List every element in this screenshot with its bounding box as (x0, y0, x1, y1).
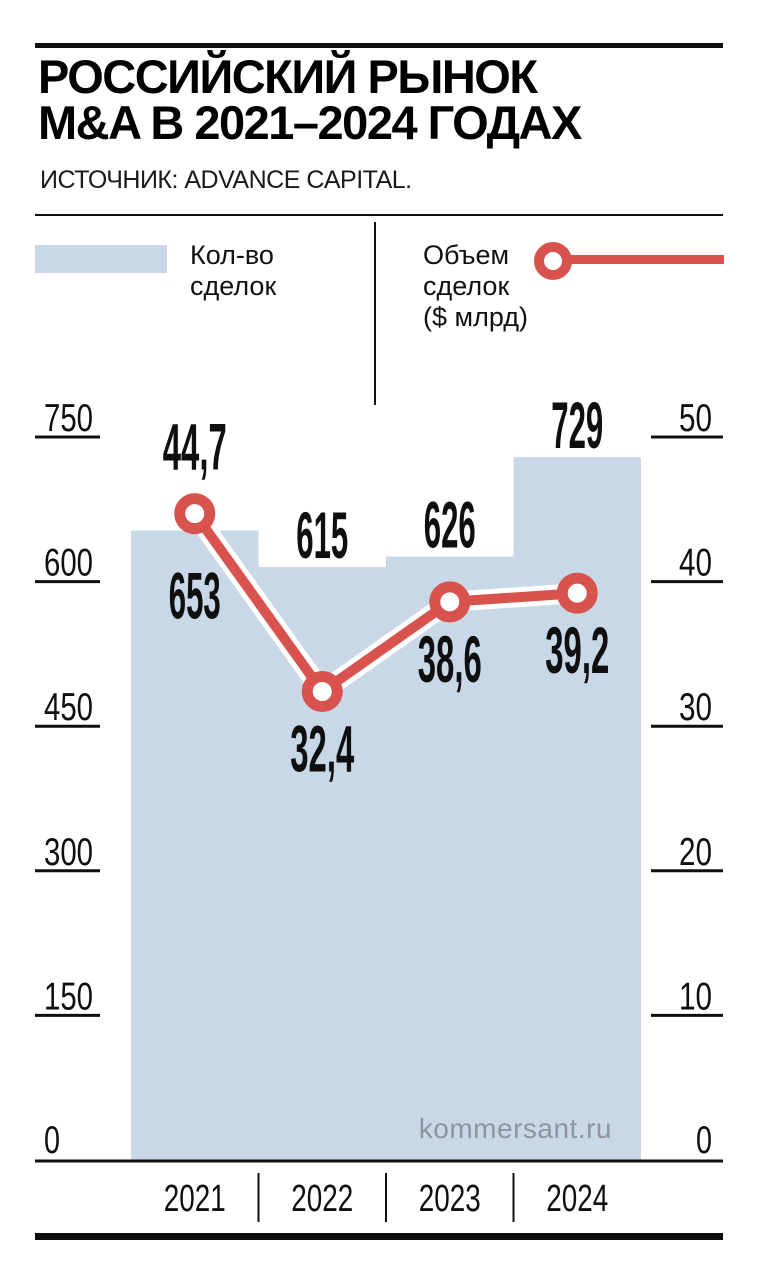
source-label: ИСТОЧНИК: ADVANCE CAPITAL. (40, 166, 412, 194)
left-axis-label: 600 (44, 542, 93, 585)
x-axis-year-label: 2022 (291, 1178, 353, 1220)
line-value-label: 38,6 (418, 622, 482, 696)
line-value-label: 44,7 (163, 410, 227, 484)
line-marker-icon (174, 493, 216, 535)
line-marker-icon (301, 670, 343, 712)
x-axis-year-label: 2021 (164, 1178, 226, 1220)
left-axis-label: 750 (44, 397, 93, 440)
title-line-2: M&A В 2021–2024 ГОДАХ (38, 96, 582, 149)
legend-bar-swatch (35, 245, 167, 273)
right-axis-label: 30 (679, 686, 712, 729)
x-axis-year-label: 2023 (419, 1178, 481, 1220)
left-axis-zero-label: 0 (44, 1119, 60, 1162)
right-axis-label: 20 (679, 831, 712, 874)
bar-value-label: 729 (551, 388, 603, 462)
header-divider-rule (35, 214, 723, 216)
legend-line-marker-icon (534, 242, 572, 280)
legend-line-sample (565, 255, 724, 264)
line-series (190, 510, 578, 697)
bars-step-area (131, 457, 641, 1160)
bar-value-label: 626 (424, 488, 476, 562)
right-axis-label: 50 (679, 397, 712, 440)
left-axis-label: 150 (44, 975, 93, 1018)
legend-line-label: Объем сделок ($ млрд) (423, 240, 528, 332)
title-line-1: РОССИЙСКИЙ РЫНОК (38, 50, 538, 103)
watermark: kommersant.ru (418, 1113, 612, 1144)
left-axis-label: 450 (44, 686, 93, 729)
line-marker-icon (556, 572, 598, 614)
bar-value-label: 615 (296, 498, 348, 572)
bar-value-label: 653 (169, 559, 221, 633)
left-axis-label: 300 (44, 831, 93, 874)
line-value-label: 32,4 (290, 711, 354, 785)
right-axis-label: 10 (679, 975, 712, 1018)
right-axis-label: 40 (679, 542, 712, 585)
page-title: РОССИЙСКИЙ РЫНОК M&A В 2021–2024 ГОДАХ (38, 50, 582, 149)
line-marker-icon (429, 581, 471, 623)
bottom-rule (35, 1233, 723, 1240)
right-axis-zero-label: 0 (696, 1119, 712, 1162)
x-axis-year-label: 2024 (546, 1178, 608, 1220)
top-rule (35, 43, 723, 48)
legend-bars-label: Кол-во сделок (190, 240, 277, 301)
line-value-label: 39,2 (545, 613, 609, 687)
legend-divider (374, 222, 376, 405)
